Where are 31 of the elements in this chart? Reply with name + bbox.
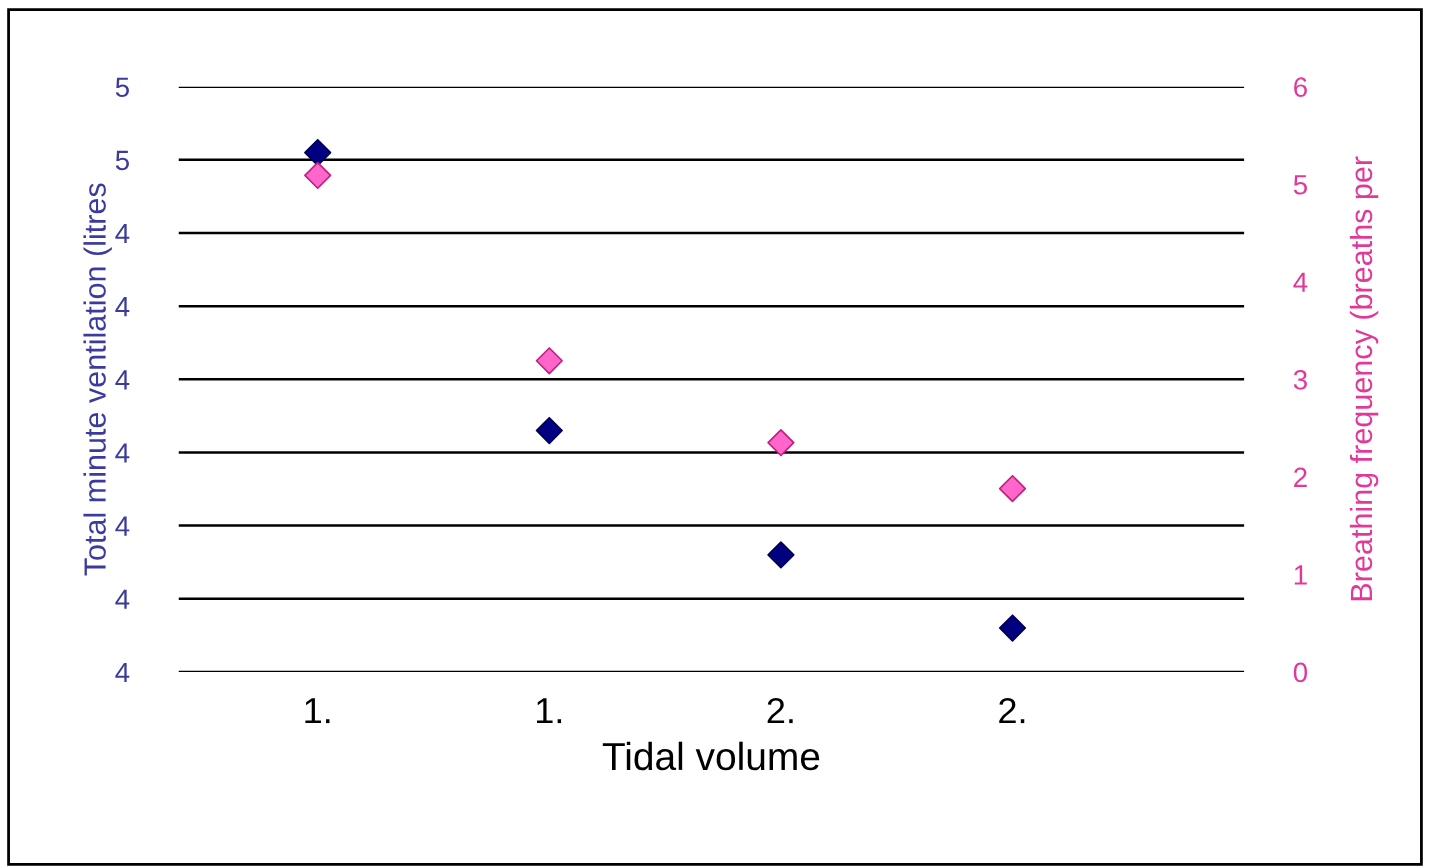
point (535, 347, 563, 375)
point (304, 138, 332, 167)
point (304, 161, 332, 190)
y-tick-label: 4 (115, 443, 130, 463)
y-tick-label: 5 (115, 150, 129, 171)
point (998, 614, 1027, 642)
y-tick-label: 4 (115, 223, 130, 244)
y2-axis-title: Breathing frequency (breaths per (1349, 156, 1379, 601)
x-tick-label: 1. (305, 698, 330, 724)
x-tick-label: 1. (537, 698, 562, 724)
y2-tick-label: 6 (1294, 77, 1307, 98)
y-tick-label: 4 (115, 370, 130, 390)
y-tick-label: 5 (115, 77, 129, 98)
y2-tick-label: 2 (1294, 467, 1307, 487)
point (767, 429, 795, 457)
x-tick-label: 2. (999, 697, 1025, 724)
y-axis-title: Total minute ventilation (litres (83, 183, 112, 576)
point (998, 474, 1027, 503)
y2-tick-label: 4 (1293, 272, 1308, 292)
point (535, 416, 563, 445)
x-axis-title: Tidal volume (602, 741, 820, 771)
y2-tick-label: 5 (1293, 175, 1307, 195)
y-tick-label: 4 (115, 297, 130, 317)
x-tick-label: 2. (767, 697, 793, 724)
point (767, 541, 795, 569)
y2-tick-label: 1 (1294, 565, 1307, 585)
y2-tick-label: 0 (1293, 662, 1308, 683)
y-tick-label: 4 (115, 516, 130, 536)
y-tick-label: 4 (115, 662, 130, 682)
y-tick-label: 4 (115, 589, 130, 609)
y2-tick-label: 3 (1293, 369, 1307, 390)
